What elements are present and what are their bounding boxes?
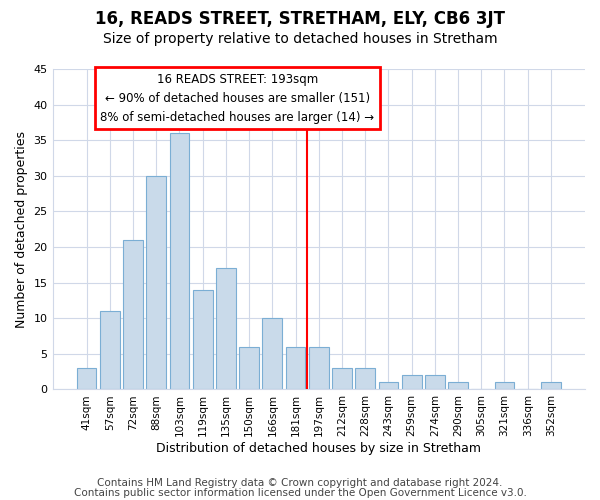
Text: 16, READS STREET, STRETHAM, ELY, CB6 3JT: 16, READS STREET, STRETHAM, ELY, CB6 3JT (95, 10, 505, 28)
Text: Size of property relative to detached houses in Stretham: Size of property relative to detached ho… (103, 32, 497, 46)
Bar (100, 311, 119, 390)
Bar (262, 318, 282, 390)
Bar (332, 368, 352, 390)
Bar (355, 368, 375, 390)
Bar (448, 382, 468, 390)
Bar (216, 268, 236, 390)
Text: Contains public sector information licensed under the Open Government Licence v3: Contains public sector information licen… (74, 488, 526, 498)
Bar (494, 382, 514, 390)
Bar (193, 290, 212, 390)
Text: 16 READS STREET: 193sqm
← 90% of detached houses are smaller (151)
8% of semi-de: 16 READS STREET: 193sqm ← 90% of detache… (100, 72, 374, 124)
Bar (425, 375, 445, 390)
Bar (541, 382, 561, 390)
Bar (379, 382, 398, 390)
Bar (402, 375, 422, 390)
Bar (286, 346, 305, 390)
Bar (77, 368, 97, 390)
Bar (239, 346, 259, 390)
Bar (170, 133, 190, 390)
Text: Contains HM Land Registry data © Crown copyright and database right 2024.: Contains HM Land Registry data © Crown c… (97, 478, 503, 488)
Y-axis label: Number of detached properties: Number of detached properties (15, 130, 28, 328)
Bar (309, 346, 329, 390)
Bar (146, 176, 166, 390)
X-axis label: Distribution of detached houses by size in Stretham: Distribution of detached houses by size … (156, 442, 481, 455)
Bar (123, 240, 143, 390)
